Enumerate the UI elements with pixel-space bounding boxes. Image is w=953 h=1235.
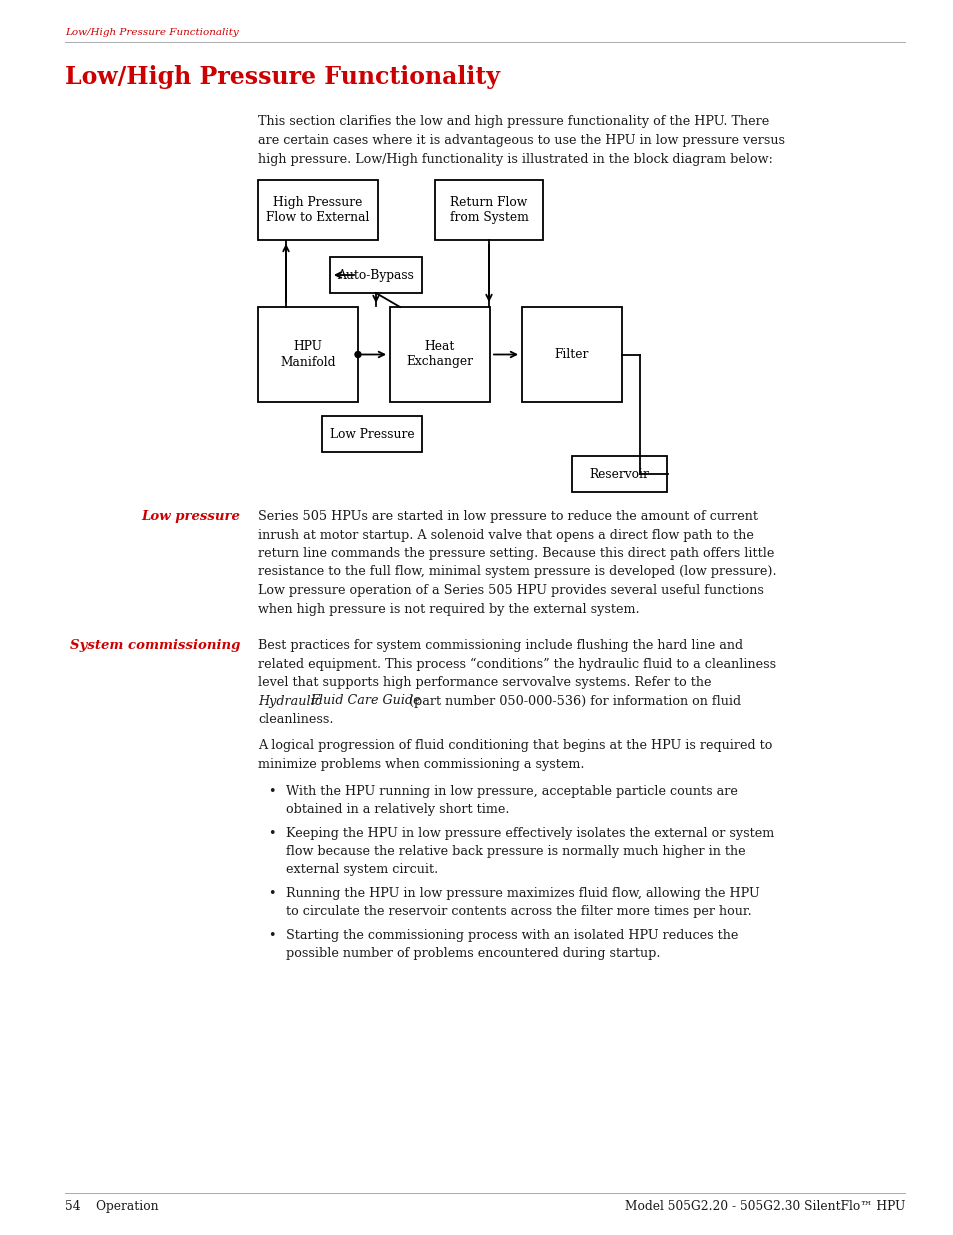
Bar	[435, 180, 542, 240]
Bar	[322, 416, 421, 452]
Circle shape	[355, 352, 360, 357]
Text: high pressure. Low/High functionality is illustrated in the block diagram below:: high pressure. Low/High functionality is…	[257, 153, 772, 165]
Text: Return Flow
from System: Return Flow from System	[449, 196, 528, 224]
Text: 54    Operation: 54 Operation	[65, 1200, 158, 1213]
Text: Filter: Filter	[555, 348, 589, 361]
Text: Model 505G2.20 - 505G2.30 SilentFlo™ HPU: Model 505G2.20 - 505G2.30 SilentFlo™ HPU	[624, 1200, 904, 1213]
Text: to circulate the reservoir contents across the filter more times per hour.: to circulate the reservoir contents acro…	[286, 905, 751, 919]
Text: flow because the relative back pressure is normally much higher in the: flow because the relative back pressure …	[286, 845, 745, 858]
Text: Series 505 HPUs are started in low pressure to reduce the amount of current: Series 505 HPUs are started in low press…	[257, 510, 758, 522]
Text: inrush at motor startup. A solenoid valve that opens a direct flow path to the: inrush at motor startup. A solenoid valv…	[257, 529, 753, 541]
Text: resistance to the full flow, minimal system pressure is developed (low pressure): resistance to the full flow, minimal sys…	[257, 566, 776, 578]
Text: Heat
Exchanger: Heat Exchanger	[406, 341, 473, 368]
Text: external system circuit.: external system circuit.	[286, 863, 437, 877]
Text: are certain cases where it is advantageous to use the HPU in low pressure versus: are certain cases where it is advantageo…	[257, 135, 784, 147]
Text: •: •	[268, 784, 275, 798]
Text: Auto-Bypass: Auto-Bypass	[337, 268, 414, 282]
Text: Best practices for system commissioning include flushing the hard line and: Best practices for system commissioning …	[257, 638, 742, 652]
Text: High Pressure
Flow to External: High Pressure Flow to External	[266, 196, 370, 224]
Text: Reservoir: Reservoir	[589, 468, 649, 480]
Text: Low pressure: Low pressure	[141, 510, 240, 522]
Text: A logical progression of fluid conditioning that begins at the HPU is required t: A logical progression of fluid condition…	[257, 740, 772, 752]
Text: •: •	[268, 826, 275, 840]
Text: Low/High Pressure Functionality: Low/High Pressure Functionality	[65, 65, 499, 89]
Text: Low/High Pressure Functionality: Low/High Pressure Functionality	[65, 28, 238, 37]
Bar	[572, 456, 666, 492]
Text: Fluid Care Guide: Fluid Care Guide	[310, 694, 420, 708]
Bar	[390, 308, 490, 403]
Text: when high pressure is not required by the external system.: when high pressure is not required by th…	[257, 603, 639, 615]
Text: This section clarifies the low and high pressure functionality of the HPU. There: This section clarifies the low and high …	[257, 115, 768, 128]
Text: minimize problems when commissioning a system.: minimize problems when commissioning a s…	[257, 758, 584, 771]
Text: Running the HPU in low pressure maximizes fluid flow, allowing the HPU: Running the HPU in low pressure maximize…	[286, 887, 759, 900]
Text: Starting the commissioning process with an isolated HPU reduces the: Starting the commissioning process with …	[286, 929, 738, 942]
Text: Low pressure operation of a Series 505 HPU provides several useful functions: Low pressure operation of a Series 505 H…	[257, 584, 763, 597]
Bar	[257, 308, 357, 403]
Text: related equipment. This process “conditions” the hydraulic fluid to a cleanlines: related equipment. This process “conditi…	[257, 657, 776, 671]
Text: level that supports high performance servovalve systems. Refer to the: level that supports high performance ser…	[257, 676, 711, 689]
Text: cleanliness.: cleanliness.	[257, 713, 334, 726]
Text: HPU
Manifold: HPU Manifold	[280, 341, 335, 368]
Text: possible number of problems encountered during startup.: possible number of problems encountered …	[286, 947, 659, 961]
Text: System commissioning: System commissioning	[70, 638, 240, 652]
Text: return line commands the pressure setting. Because this direct path offers littl: return line commands the pressure settin…	[257, 547, 774, 559]
Text: Low Pressure: Low Pressure	[330, 427, 414, 441]
Text: Hydraulic: Hydraulic	[257, 694, 321, 708]
Bar	[521, 308, 621, 403]
Text: With the HPU running in low pressure, acceptable particle counts are: With the HPU running in low pressure, ac…	[286, 784, 737, 798]
Text: obtained in a relatively short time.: obtained in a relatively short time.	[286, 803, 509, 816]
Text: (part number 050-000-536) for information on fluid: (part number 050-000-536) for informatio…	[405, 694, 740, 708]
Text: •: •	[268, 929, 275, 942]
Bar	[257, 180, 377, 240]
Bar	[330, 257, 421, 293]
Text: Keeping the HPU in low pressure effectively isolates the external or system: Keeping the HPU in low pressure effectiv…	[286, 826, 774, 840]
Text: •: •	[268, 887, 275, 900]
